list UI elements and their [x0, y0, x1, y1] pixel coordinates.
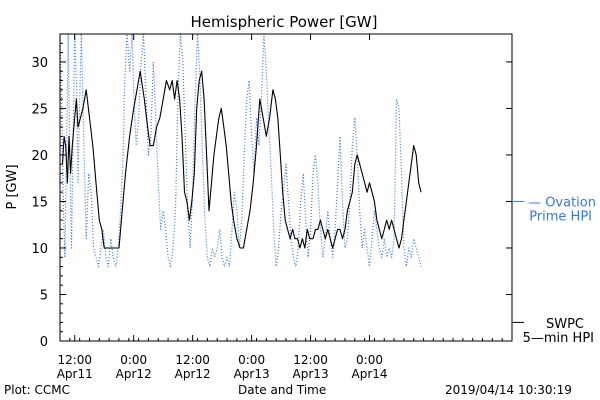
x-tick-label-date: Apr11: [57, 367, 93, 381]
series-line-ovation: [60, 34, 422, 268]
y-tick-label: 15: [31, 195, 48, 210]
x-tick-label-time: 0:00: [356, 353, 383, 367]
y-tick-label: 5: [40, 288, 48, 303]
y-axis: 0 5 10 15 20 25 30: [31, 42, 512, 350]
y-tick-label: 0: [40, 335, 48, 350]
x-tick-label-date: Apr14: [352, 367, 388, 381]
swpc-label-line2: 5—min HPI: [523, 331, 594, 346]
x-tick-label-date: Apr12: [175, 367, 211, 381]
x-tick-label-date: Apr12: [116, 367, 152, 381]
chart-title: Hemispheric Power [GW]: [191, 13, 378, 31]
footer-plot-source: Plot: CCMC: [4, 383, 70, 397]
footer-x-axis-title: Date and Time: [238, 383, 327, 397]
x-tick-label-date: Apr13: [293, 367, 329, 381]
x-tick-label-time: 12:00: [175, 353, 210, 367]
ovation-label-line2: Prime HPI: [529, 209, 592, 224]
series-line-swpc: [61, 70, 422, 249]
swpc-label-line1: SWPC: [546, 317, 584, 332]
x-tick-label-time: 0:00: [120, 353, 147, 367]
footer-timestamp: 2019/04/14 10:30:19: [445, 383, 572, 397]
y-tick-label: 10: [31, 242, 48, 257]
x-tick-label-time: 0:00: [238, 353, 265, 367]
plot-frame: [59, 33, 513, 342]
x-axis: 12:00Apr110:00Apr1212:00Apr120:00Apr1312…: [57, 34, 513, 381]
y-tick-label: 20: [31, 149, 48, 164]
y-tick-label: 30: [31, 56, 48, 71]
y-tick-label: 25: [31, 102, 48, 117]
x-tick-label-time: 12:00: [293, 353, 328, 367]
x-tick-label-date: Apr13: [234, 367, 270, 381]
y-axis-label: P [GW]: [5, 164, 20, 209]
ovation-label-line1: — Ovation: [528, 195, 596, 210]
x-tick-label-time: 12:00: [57, 353, 92, 367]
series-layer: [60, 34, 422, 268]
